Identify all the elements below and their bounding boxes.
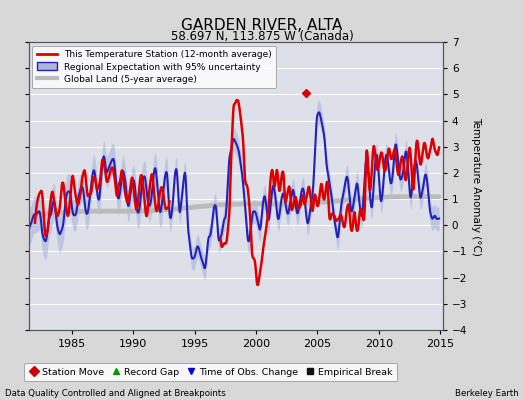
Y-axis label: Temperature Anomaly (°C): Temperature Anomaly (°C) bbox=[471, 116, 481, 256]
Legend: Station Move, Record Gap, Time of Obs. Change, Empirical Break: Station Move, Record Gap, Time of Obs. C… bbox=[25, 363, 398, 382]
Text: 58.697 N, 113.875 W (Canada): 58.697 N, 113.875 W (Canada) bbox=[171, 30, 353, 43]
Text: Berkeley Earth: Berkeley Earth bbox=[455, 389, 519, 398]
Text: Data Quality Controlled and Aligned at Breakpoints: Data Quality Controlled and Aligned at B… bbox=[5, 389, 226, 398]
Text: GARDEN RIVER, ALTA: GARDEN RIVER, ALTA bbox=[181, 18, 343, 33]
